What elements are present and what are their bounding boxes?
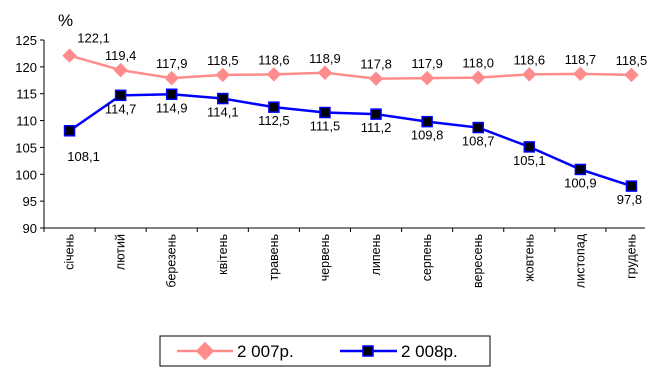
x-tick-label: квітень: [216, 234, 230, 275]
data-label-1-2: 114,9: [156, 100, 188, 115]
y-tick-label: 120: [15, 60, 37, 75]
y-tick-label: 100: [15, 167, 37, 182]
x-tick-label: серпень: [420, 234, 434, 281]
point-0-2: [164, 70, 179, 86]
data-label-0-3: 118,5: [207, 53, 239, 68]
point-0-10: [573, 66, 588, 82]
data-label-1-9: 105,1: [513, 153, 546, 168]
point-1-4: [268, 101, 280, 113]
data-label-1-0: 108,1: [67, 149, 100, 164]
point-1-2: [165, 88, 178, 101]
data-label-1-4: 112,5: [258, 113, 290, 128]
data-label-0-9: 118,6: [514, 52, 546, 67]
x-tick-label: жовтень: [522, 234, 536, 282]
x-tick-label: січень: [63, 234, 77, 270]
data-label-0-7: 117,9: [411, 56, 443, 71]
axes: 90 95 100 105 110 115 120 125 січень лютий березен…: [15, 33, 645, 288]
data-label-1-8: 108,7: [462, 134, 495, 149]
x-tick-label: вересень: [471, 234, 485, 288]
point-0-5: [317, 65, 333, 80]
data-label-0-2: 117,9: [156, 56, 188, 71]
point-1-1: [114, 89, 127, 102]
point-0-8: [471, 70, 486, 85]
data-label-0-11: 118,5: [616, 53, 648, 68]
x-tick-label: лютий: [114, 234, 128, 270]
point-1-10: [574, 163, 587, 176]
x-tick-label: грудень: [624, 234, 638, 279]
point-0-6: [368, 71, 384, 86]
point-0-1: [113, 62, 128, 78]
legend-marker-2007: [195, 341, 215, 361]
legend-marker-2008: [362, 345, 374, 357]
data-label-0-10: 118,7: [565, 52, 597, 67]
point-0-4: [266, 67, 282, 82]
point-0-7: [419, 70, 435, 86]
legend-label-2008: 2 008р.: [401, 342, 458, 361]
data-label-0-1: 119,4: [105, 48, 137, 63]
point-1-6: [370, 108, 382, 120]
data-label-1-5: 111,5: [310, 119, 341, 134]
data-label-1-1: 114,7: [105, 101, 137, 116]
y-tick-label: 125: [15, 33, 37, 48]
point-1-7: [421, 115, 433, 128]
data-label-1-3: 114,1: [207, 105, 239, 120]
data-label-0-4: 118,6: [258, 52, 290, 67]
y-tick-label: 105: [15, 140, 37, 155]
point-0-9: [522, 67, 537, 82]
series-layer: [62, 48, 639, 192]
data-label-0-0: 122,1: [77, 31, 110, 46]
point-0-3: [215, 67, 230, 83]
point-1-11: [625, 180, 638, 192]
legend: 2 007р. 2 008р.: [159, 335, 491, 367]
series-line-1: [68, 93, 632, 188]
y-tick-label: 115: [16, 87, 37, 102]
y-tick-label: 95: [23, 194, 37, 209]
y-tick-label: 110: [16, 114, 37, 129]
data-label-1-10: 100,9: [564, 175, 597, 190]
data-label-0-5: 118,9: [309, 51, 341, 66]
point-0-11: [624, 67, 639, 83]
point-1-9: [523, 141, 536, 153]
x-tick-label: червень: [318, 234, 332, 281]
data-label-1-6: 111,2: [361, 120, 392, 135]
point-1-8: [472, 121, 484, 134]
legend-label-2007: 2 007р.: [237, 342, 294, 361]
x-tick-label: липень: [369, 234, 383, 275]
series-line-0: [69, 54, 632, 80]
x-tick-label: листопад: [573, 233, 587, 288]
data-label-0-8: 118,0: [462, 56, 494, 71]
point-1-3: [217, 92, 229, 105]
y-axis-label: %: [58, 11, 73, 30]
data-label-1-11: 97,8: [617, 192, 642, 207]
data-labels: 122,1 119,4 117,9 118,5 118,6 118,9 117,8 117,9…: [67, 31, 647, 208]
point-1-0: [63, 125, 76, 137]
y-tick-label: 90: [23, 221, 37, 236]
x-tick-label: березень: [165, 234, 179, 288]
point-1-5: [319, 106, 331, 119]
x-tick-label: травень: [267, 234, 281, 281]
data-label-0-6: 117,8: [360, 57, 392, 72]
data-label-1-7: 109,8: [411, 128, 444, 143]
point-0-0: [62, 48, 77, 63]
